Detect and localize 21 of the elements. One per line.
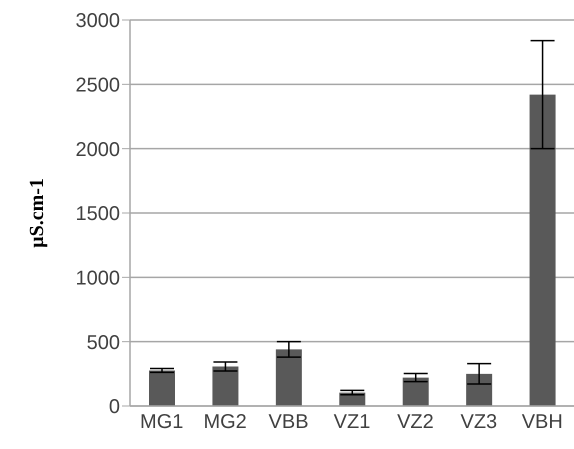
bar — [149, 370, 175, 406]
y-tick-label: 3000 — [76, 10, 120, 32]
y-tick-label: 0 — [108, 396, 120, 418]
y-tick-label: 2500 — [76, 74, 120, 96]
x-tick-label: MG2 — [203, 411, 247, 434]
x-tick-label: MG1 — [140, 411, 184, 434]
x-tick-label: VBB — [268, 411, 309, 434]
y-axis-title: µS.cm-1 — [26, 178, 48, 248]
x-tick-label: VZ1 — [334, 411, 370, 434]
bar — [212, 366, 238, 406]
bar — [466, 374, 492, 406]
y-tick-label: 1500 — [76, 203, 120, 226]
x-tick-label: VZ3 — [460, 411, 498, 434]
x-tick-label: VBH — [522, 411, 563, 434]
x-tick-label: VZ2 — [397, 411, 434, 434]
bar — [276, 349, 302, 406]
bar — [530, 94, 556, 406]
y-tick-label: 1000 — [76, 267, 120, 290]
bar — [402, 378, 429, 406]
y-tick-label: 2000 — [76, 138, 120, 161]
y-tick-label: 500 — [86, 332, 120, 354]
